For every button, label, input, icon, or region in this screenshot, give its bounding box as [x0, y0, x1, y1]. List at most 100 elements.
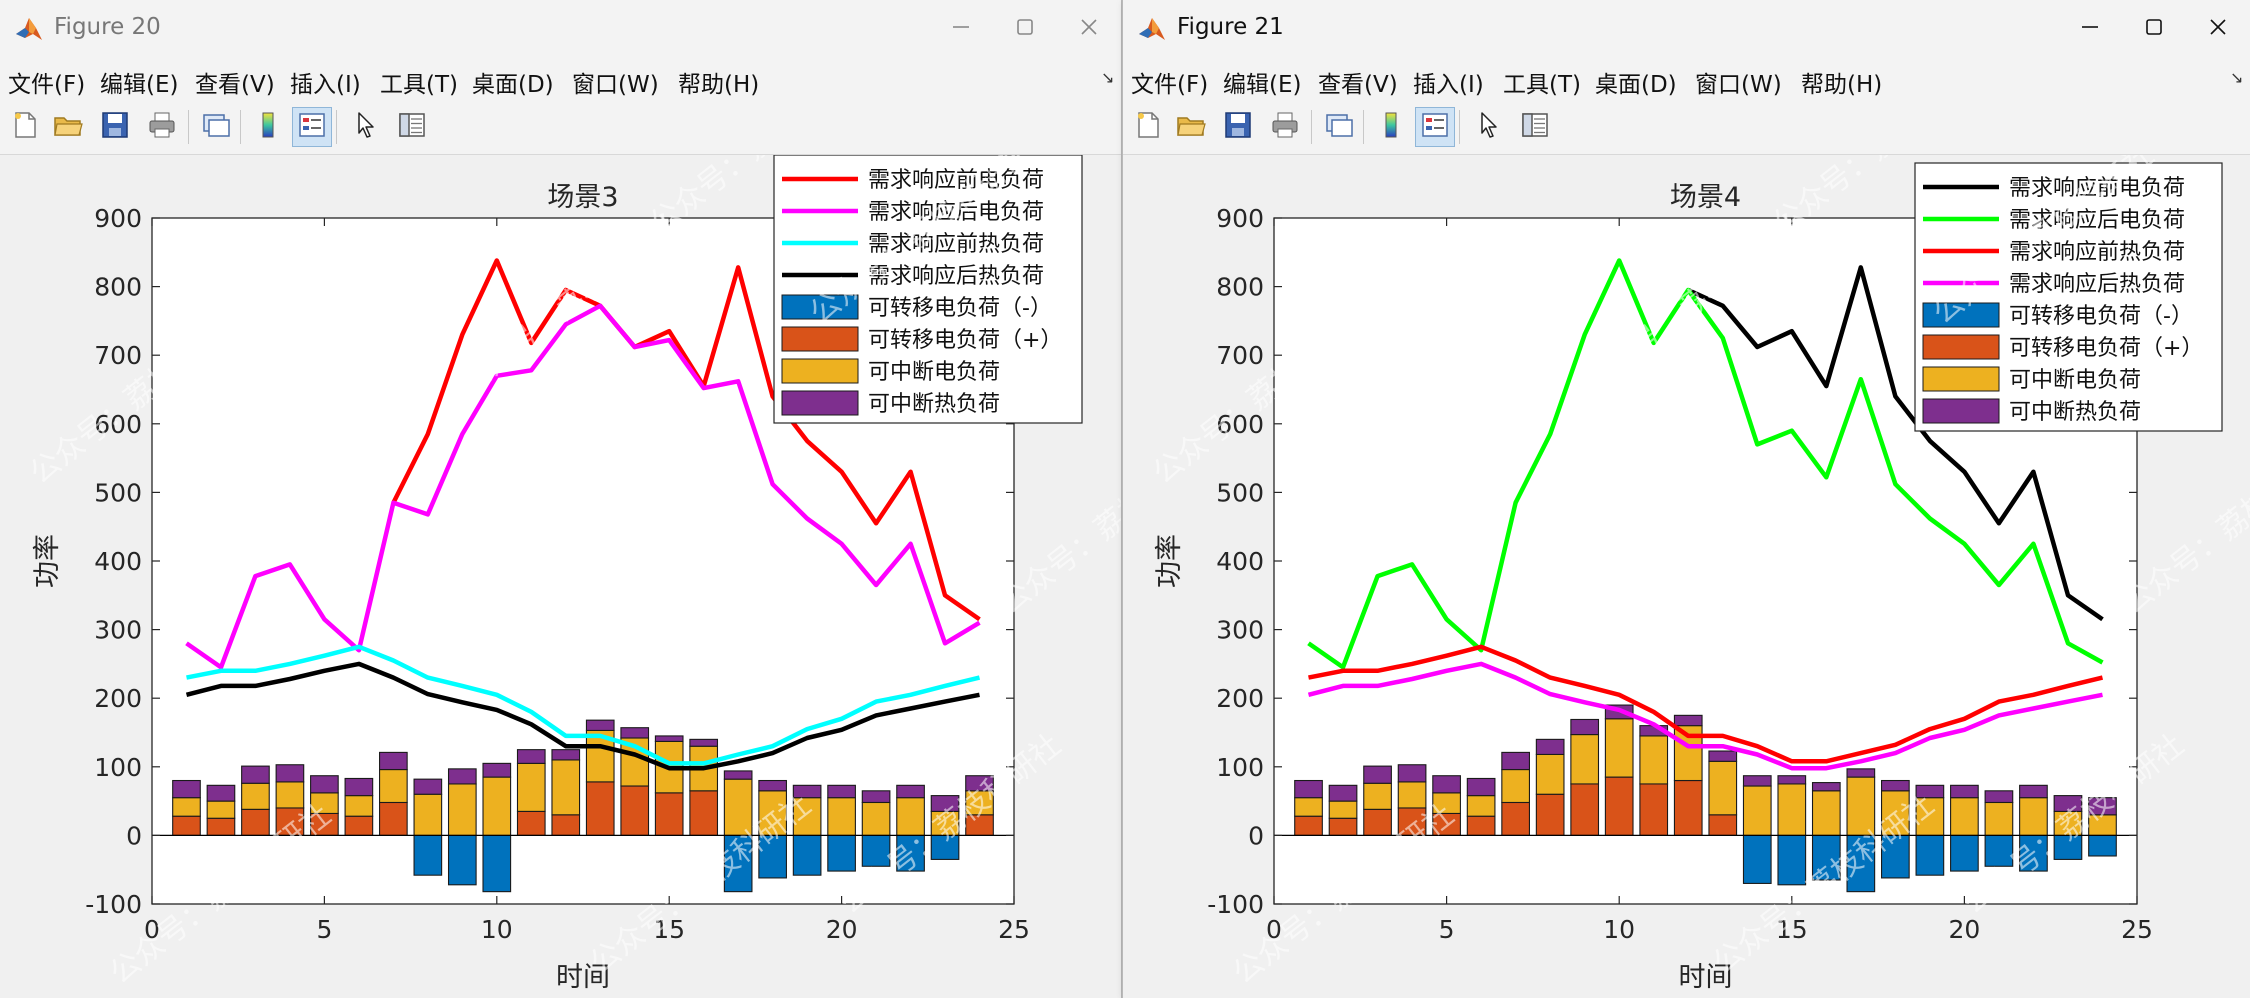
figure-canvas: 0 5 10 15 20 25 -100 0 100 200 300 400 500 600 700 800 9… [1123, 155, 2250, 998]
menu-item-0[interactable]: 文件(F) [1131, 72, 1209, 98]
menu-item-1[interactable]: 编辑(E) [1223, 72, 1302, 98]
menu-item-6[interactable]: 窗口(W) [1695, 72, 1782, 98]
menu-item-3[interactable]: 插入(I) [1413, 72, 1484, 98]
property-inspector-button[interactable] [1515, 107, 1555, 147]
bar-s2-x16 [1811, 790, 1841, 836]
legend[interactable]: 需求响应前电负荷需求响应后电负荷需求响应前热负荷需求响应后热负荷可转移电负荷（-… [1914, 162, 2223, 432]
minimize-icon [2078, 15, 2102, 43]
bar-s1-x15 [654, 792, 684, 836]
open-file-button[interactable] [1171, 107, 1211, 147]
close-button[interactable] [1059, 4, 1119, 54]
minimize-button[interactable] [931, 4, 991, 54]
bar-s3-x4 [275, 764, 305, 783]
menu-item-4[interactable]: 工具(T) [380, 72, 458, 98]
menu-item-2[interactable]: 查看(V) [195, 72, 275, 98]
x-tick-label: 20 [826, 915, 858, 944]
x-tick-label: 10 [1603, 915, 1635, 944]
bar-s1-x8 [1535, 793, 1565, 836]
pointer-icon [350, 109, 382, 145]
bar-s3-x23 [2053, 795, 2083, 812]
x-tick-label: 25 [2121, 915, 2153, 944]
bar-s2-x6 [344, 795, 374, 817]
menu-item-2[interactable]: 查看(V) [1318, 72, 1398, 98]
dock-arrow-icon[interactable]: ↘ [2230, 68, 2244, 87]
bar-s1-x6 [1466, 815, 1496, 836]
y-tick-label: 500 [94, 478, 142, 507]
menu-item-3[interactable]: 插入(I) [290, 72, 361, 98]
open-file-button[interactable] [48, 107, 88, 147]
close-button[interactable] [2188, 4, 2248, 54]
bar-s3-x16 [1811, 782, 1841, 792]
open-file-icon [1175, 109, 1207, 145]
menu-item-4[interactable]: 工具(T) [1503, 72, 1581, 98]
new-figure-button[interactable] [5, 107, 45, 147]
legend-button[interactable] [1415, 107, 1455, 147]
bar-s0-x20 [1950, 834, 1979, 872]
colorbar-button[interactable] [248, 107, 288, 147]
print-button[interactable] [1265, 107, 1305, 147]
x-tick-label: 25 [998, 915, 1030, 944]
y-tick-label: 400 [94, 547, 142, 576]
menu-item-5[interactable]: 桌面(D) [472, 72, 554, 98]
bar-s3-x11 [516, 749, 546, 764]
bar-s1-x11 [516, 810, 546, 836]
bar-s3-x18 [758, 779, 787, 792]
pointer-button[interactable] [346, 107, 386, 147]
menu-item-5[interactable]: 桌面(D) [1595, 72, 1677, 98]
bar-s3-x5 [310, 775, 339, 794]
y-tick-label: 100 [1216, 753, 1264, 782]
toolbar-separator [240, 110, 241, 144]
menu-item-7[interactable]: 帮助(H) [1801, 72, 1883, 98]
series-line-3 [1307, 661, 2103, 771]
link-plot-button[interactable] [1319, 107, 1359, 147]
save-button[interactable] [95, 107, 135, 147]
bar-s2-x22 [2019, 797, 2048, 836]
property-inspector-button[interactable] [392, 107, 432, 147]
legend-swatch-bar-0 [1922, 302, 2000, 328]
bar-s0-x17 [723, 834, 753, 893]
maximize-button[interactable] [995, 4, 1055, 54]
print-icon [146, 109, 178, 145]
legend-label: 可转移电负荷（-） [868, 296, 1052, 321]
save-button[interactable] [1218, 107, 1258, 147]
legend-swatch-bar-2 [1922, 366, 2000, 392]
menu-item-1[interactable]: 编辑(E) [100, 72, 179, 98]
window-title: Figure 20 [54, 14, 161, 40]
toolbar-separator [1459, 110, 1460, 144]
bar-s2-x9 [447, 783, 477, 836]
bar-s2-x3 [241, 782, 270, 810]
bar-s0-x22 [896, 834, 925, 872]
print-icon [1269, 109, 1301, 145]
chart-1: 0 5 10 15 20 25-10001002003004005006007008009… [1146, 155, 2250, 993]
bar-s3-x2 [1328, 784, 1358, 802]
link-plot-button[interactable] [196, 107, 236, 147]
toolbar-separator [188, 110, 189, 144]
y-tick-label: 600 [94, 410, 142, 439]
bar-s2-x11 [1639, 735, 1669, 785]
legend-button[interactable] [292, 107, 332, 147]
bar-s2-x1 [172, 797, 201, 817]
menu-item-0[interactable]: 文件(F) [8, 72, 86, 98]
legend[interactable]: 需求响应前电负荷需求响应后电负荷需求响应前热负荷需求响应后热负荷可转移电负荷（-… [773, 155, 1083, 424]
bar-s2-x20 [827, 797, 856, 836]
bar-s3-x9 [1570, 718, 1600, 736]
dock-arrow-icon[interactable]: ↘ [1101, 68, 1115, 87]
menu-item-7[interactable]: 帮助(H) [678, 72, 760, 98]
print-button[interactable] [142, 107, 182, 147]
property-inspector-icon [396, 109, 428, 145]
menu-item-6[interactable]: 窗口(W) [572, 72, 659, 98]
figure-window-20: Figure 20 文件(F) 编辑(E) 查看(V) 插入(I) 工具(T) 桌面(D) 窗… [0, 0, 1121, 998]
new-figure-button[interactable] [1128, 107, 1168, 147]
bar-s2-x3 [1363, 782, 1392, 810]
pointer-button[interactable] [1469, 107, 1509, 147]
legend-label: 可中断电负荷 [868, 360, 1000, 385]
legend-label: 需求响应前热负荷 [868, 232, 1044, 257]
bar-s0-x8 [413, 834, 443, 876]
minimize-button[interactable] [2060, 4, 2120, 54]
colorbar-button[interactable] [1371, 107, 1411, 147]
maximize-button[interactable] [2124, 4, 2184, 54]
series-line-0 [1687, 265, 2104, 622]
bar-s2-x24 [965, 790, 994, 816]
bar-s2-x9 [1570, 734, 1600, 785]
bar-s3-x18 [1881, 779, 1910, 792]
